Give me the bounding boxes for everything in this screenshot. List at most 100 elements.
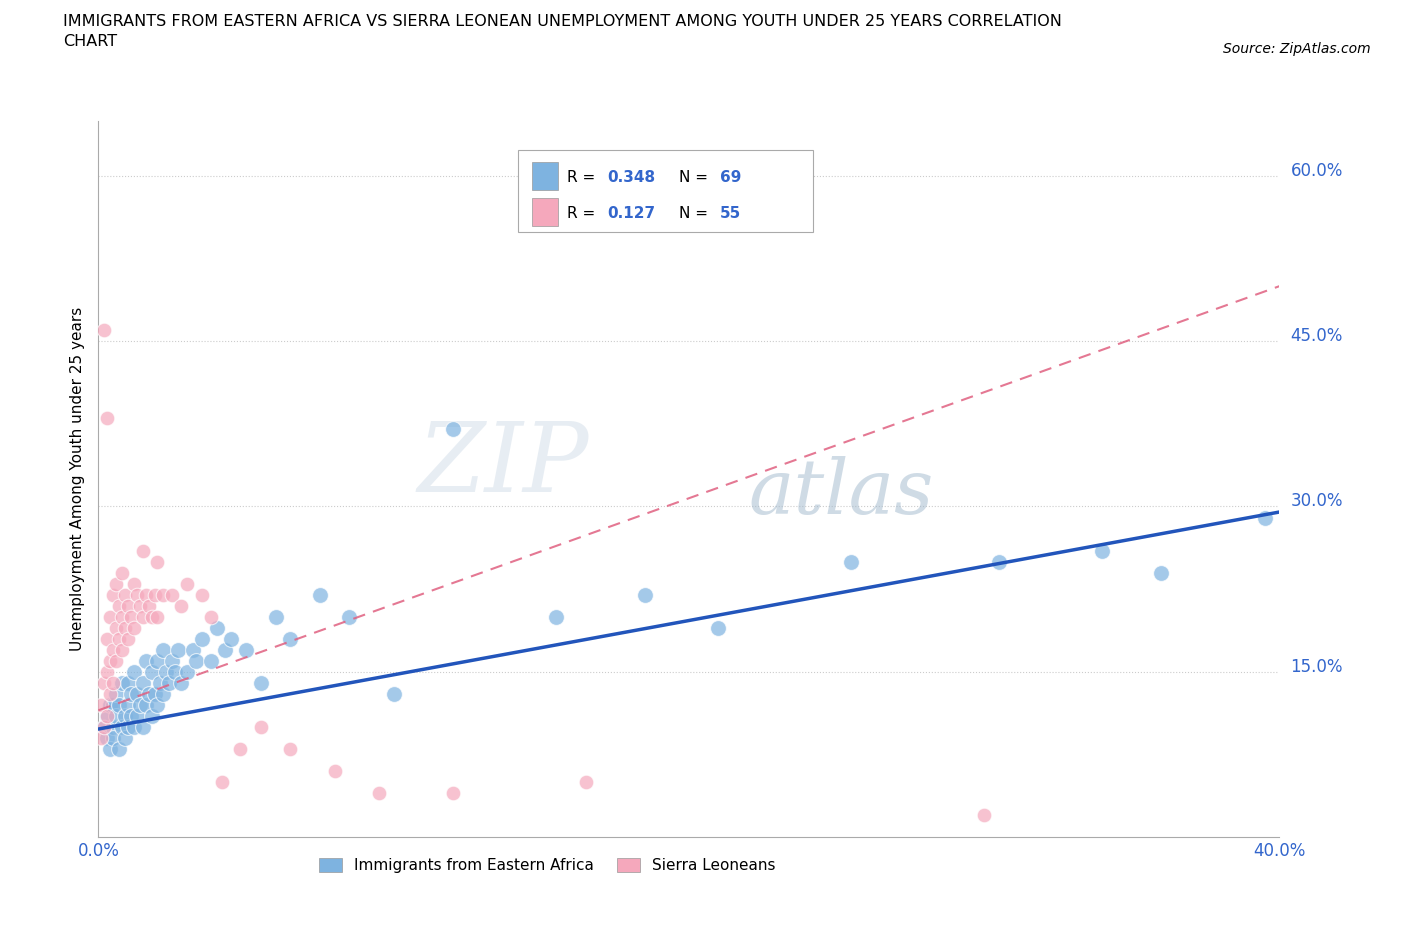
Bar <box>531 197 558 226</box>
Point <box>988 554 1011 569</box>
Point <box>155 664 177 679</box>
Point <box>96 709 118 724</box>
Point <box>323 764 346 778</box>
Text: 69: 69 <box>720 170 741 185</box>
Text: IMMIGRANTS FROM EASTERN AFRICA VS SIERRA LEONEAN UNEMPLOYMENT AMONG YOUTH UNDER : IMMIGRANTS FROM EASTERN AFRICA VS SIERRA… <box>63 14 1062 48</box>
Point <box>114 587 136 602</box>
Point <box>575 775 598 790</box>
Point <box>96 631 118 646</box>
Text: 0.127: 0.127 <box>607 206 655 220</box>
Point <box>841 554 863 569</box>
Point <box>96 730 118 745</box>
Point <box>176 664 198 679</box>
Point <box>368 786 391 801</box>
Point <box>108 698 131 712</box>
Point <box>280 631 302 646</box>
Point <box>382 686 405 701</box>
Point <box>103 675 125 690</box>
Point <box>111 643 134 658</box>
Point <box>165 664 187 679</box>
Point <box>211 775 233 790</box>
Point <box>90 730 112 745</box>
Point <box>103 587 125 602</box>
Point <box>114 709 136 724</box>
Text: ZIP: ZIP <box>418 418 589 512</box>
Point <box>141 609 163 624</box>
Point <box>250 720 273 735</box>
Legend: Immigrants from Eastern Africa, Sierra Leoneans: Immigrants from Eastern Africa, Sierra L… <box>312 852 782 880</box>
Point <box>93 323 115 338</box>
Point <box>122 577 145 591</box>
Point <box>191 631 214 646</box>
Point <box>200 609 222 624</box>
Point <box>105 653 128 668</box>
Point <box>96 664 118 679</box>
Text: N =: N = <box>679 170 713 185</box>
Point <box>132 675 155 690</box>
Point <box>441 786 464 801</box>
Point <box>138 598 160 613</box>
Point <box>98 741 121 756</box>
Text: 60.0%: 60.0% <box>1291 162 1343 180</box>
Point <box>93 720 115 735</box>
Point <box>152 587 174 602</box>
Point <box>1150 565 1173 580</box>
Point <box>200 653 222 668</box>
Point <box>157 675 180 690</box>
Point <box>1254 510 1277 525</box>
Point <box>122 720 145 735</box>
Point <box>170 598 193 613</box>
Point <box>114 620 136 635</box>
Point <box>132 609 155 624</box>
Point <box>117 631 139 646</box>
Point <box>128 698 150 712</box>
Point <box>339 609 361 624</box>
Point <box>235 643 257 658</box>
Point <box>264 609 287 624</box>
Point <box>309 587 332 602</box>
Point <box>120 709 142 724</box>
Point <box>117 698 139 712</box>
Point <box>143 686 166 701</box>
Point <box>141 664 163 679</box>
Point <box>120 609 142 624</box>
Point <box>191 587 214 602</box>
Point <box>90 698 112 712</box>
Point <box>146 653 169 668</box>
Text: Source: ZipAtlas.com: Source: ZipAtlas.com <box>1223 42 1371 56</box>
Text: 15.0%: 15.0% <box>1291 658 1343 676</box>
Text: atlas: atlas <box>748 457 934 530</box>
Point <box>111 720 134 735</box>
Text: 30.0%: 30.0% <box>1291 493 1343 511</box>
Point <box>707 620 730 635</box>
Point <box>93 675 115 690</box>
Point <box>167 643 190 658</box>
Point <box>98 609 121 624</box>
Point <box>162 653 183 668</box>
Point <box>162 587 183 602</box>
Point <box>135 698 157 712</box>
Text: 55: 55 <box>720 206 741 220</box>
Point <box>98 686 121 701</box>
Point <box>132 543 155 558</box>
Point <box>117 675 139 690</box>
Point <box>214 643 236 658</box>
Point <box>143 587 166 602</box>
Point <box>138 686 160 701</box>
Text: N =: N = <box>679 206 713 220</box>
Point <box>103 643 125 658</box>
Point <box>149 675 172 690</box>
Bar <box>531 162 558 191</box>
Point <box>634 587 657 602</box>
Point <box>221 631 243 646</box>
Point <box>146 609 169 624</box>
Point <box>105 620 128 635</box>
Point <box>117 598 139 613</box>
Point <box>1091 543 1114 558</box>
Point <box>170 675 193 690</box>
Point <box>93 720 115 735</box>
Point <box>125 709 148 724</box>
Point <box>105 709 128 724</box>
Point <box>111 609 134 624</box>
Text: R =: R = <box>567 206 606 220</box>
